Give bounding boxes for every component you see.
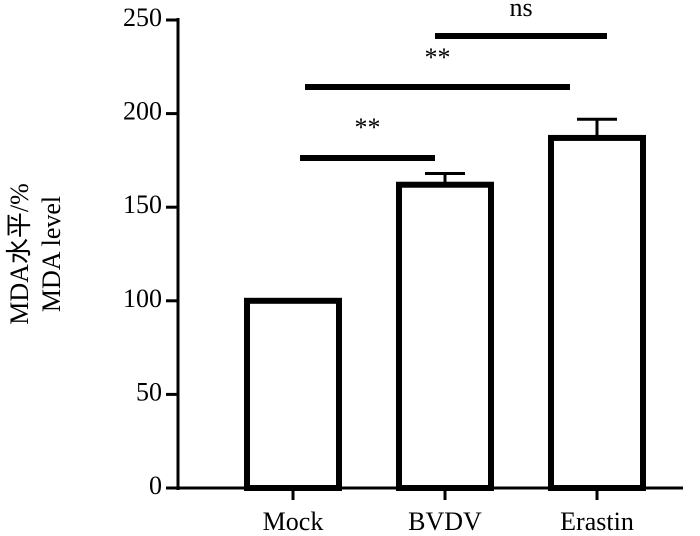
y-tick-label: 250 <box>123 3 162 32</box>
y-tick-label: 100 <box>123 284 162 313</box>
x-tick-label: Erastin <box>560 507 634 536</box>
y-tick-label: 200 <box>123 97 162 126</box>
y-axis-label: MDA level <box>37 196 66 312</box>
y-tick-label: 150 <box>123 190 162 219</box>
y-tick-label: 0 <box>149 471 162 500</box>
y-tick-label: 50 <box>136 377 162 406</box>
y-axis-label: MDA水平/% <box>5 183 34 325</box>
x-tick-label: BVDV <box>408 507 482 536</box>
x-tick-label: Mock <box>263 507 324 536</box>
bar <box>244 297 342 491</box>
significance-label: ** <box>425 43 451 72</box>
significance-label: ns <box>509 0 532 22</box>
bar <box>548 134 646 491</box>
bar <box>396 181 494 491</box>
significance-label: ** <box>355 113 381 142</box>
